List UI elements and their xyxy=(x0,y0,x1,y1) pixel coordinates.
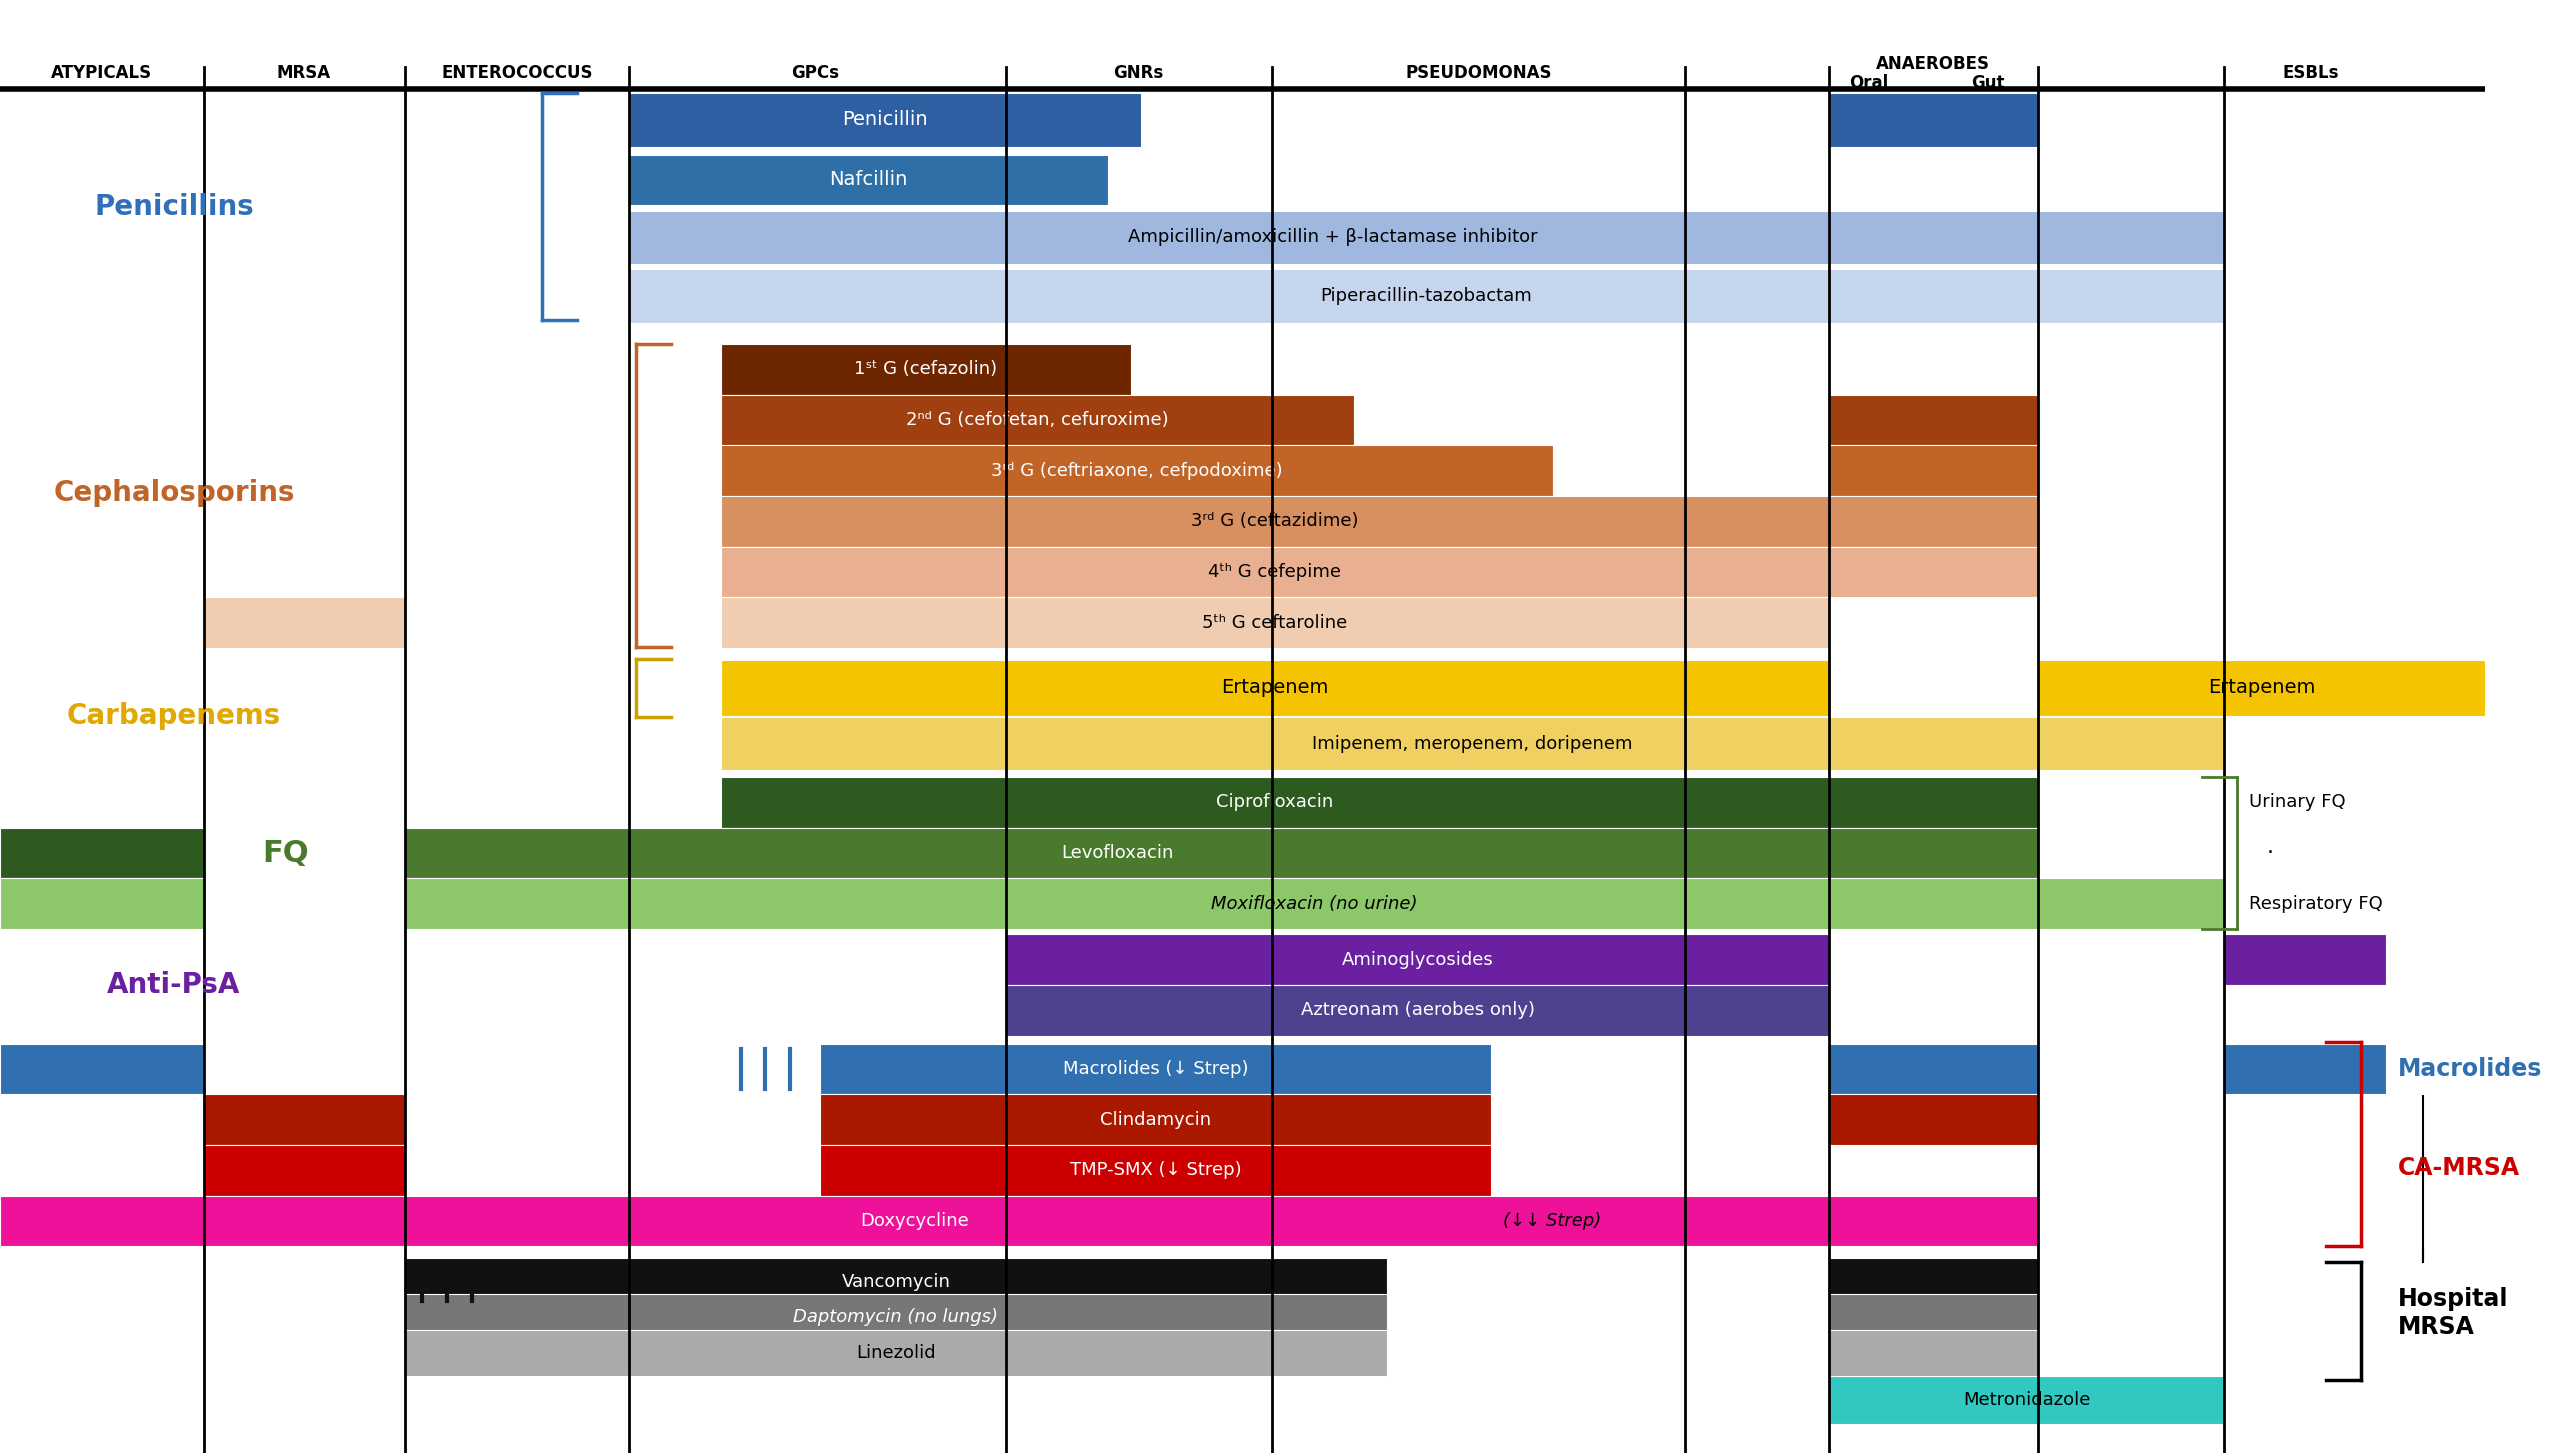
Text: TMP-SMX (↓ Strep): TMP-SMX (↓ Strep) xyxy=(1070,1161,1242,1180)
Bar xyxy=(722,445,1554,495)
Bar xyxy=(0,1196,1828,1247)
Bar xyxy=(722,597,1828,648)
Text: (↓↓ Strep): (↓↓ Strep) xyxy=(1503,1212,1603,1231)
Text: Hospital
MRSA: Hospital MRSA xyxy=(2399,1287,2509,1338)
Text: ESBLs: ESBLs xyxy=(2284,64,2340,83)
Bar xyxy=(1006,934,1828,985)
Bar xyxy=(722,777,1828,828)
Text: 3ʳᵈ G (ceftazidime): 3ʳᵈ G (ceftazidime) xyxy=(1190,513,1359,530)
Text: Penicillin: Penicillin xyxy=(842,110,927,129)
Bar xyxy=(1828,828,2038,879)
Bar xyxy=(722,495,1828,546)
Bar xyxy=(1828,1094,2038,1145)
Text: Daptomycin (no lungs): Daptomycin (no lungs) xyxy=(794,1308,998,1327)
Bar xyxy=(404,828,1828,879)
Text: Oral: Oral xyxy=(1848,74,1889,92)
Text: Moxifloxacin (no urine): Moxifloxacin (no urine) xyxy=(1211,895,1418,912)
Text: Macrolides: Macrolides xyxy=(2399,1058,2542,1081)
Text: Vancomycin: Vancomycin xyxy=(842,1273,950,1292)
Bar xyxy=(205,1145,404,1196)
Bar xyxy=(1828,1258,2038,1306)
Bar xyxy=(1828,1295,2038,1340)
Text: Respiratory FQ: Respiratory FQ xyxy=(2250,895,2383,912)
Bar xyxy=(722,344,1132,395)
Bar xyxy=(1828,1043,2038,1094)
Bar xyxy=(0,828,205,879)
Bar xyxy=(205,1094,404,1145)
Text: Gut: Gut xyxy=(1971,74,2004,92)
Text: Levofloxacin: Levofloxacin xyxy=(1060,844,1172,862)
Text: GPCs: GPCs xyxy=(791,64,840,83)
Bar xyxy=(630,154,1108,205)
Text: Nafcillin: Nafcillin xyxy=(829,170,909,189)
Text: Ertapenem: Ertapenem xyxy=(2207,679,2314,697)
Bar xyxy=(404,1331,1388,1376)
Text: ANAEROBES: ANAEROBES xyxy=(1876,55,1989,73)
Bar xyxy=(1006,985,1828,1036)
Text: Ciprofloxacin: Ciprofloxacin xyxy=(1216,793,1334,811)
Bar xyxy=(0,879,205,928)
Text: ENTEROCOCCUS: ENTEROCOCCUS xyxy=(440,64,594,83)
Bar xyxy=(1828,1331,2038,1376)
Text: Aztreonam (aerobes only): Aztreonam (aerobes only) xyxy=(1300,1001,1536,1020)
Text: GNRs: GNRs xyxy=(1114,64,1162,83)
Text: 2ⁿᵈ G (cefofetan, cefuroxime): 2ⁿᵈ G (cefofetan, cefuroxime) xyxy=(906,411,1170,429)
Text: Cephalosporins: Cephalosporins xyxy=(54,479,294,507)
Bar xyxy=(1828,1196,2038,1247)
Text: 3ʳᵈ G (ceftriaxone, cefpodoxime): 3ʳᵈ G (ceftriaxone, cefpodoxime) xyxy=(991,462,1283,479)
Bar xyxy=(0,1043,205,1094)
Text: Piperacillin-tazobactam: Piperacillin-tazobactam xyxy=(1321,286,1533,305)
Bar xyxy=(1828,211,2038,264)
Bar xyxy=(722,660,1828,716)
Bar xyxy=(2225,934,2386,985)
Text: Metronidazole: Metronidazole xyxy=(1964,1391,2092,1408)
Bar xyxy=(630,269,2225,323)
Text: Ampicillin/amoxicillin + β-lactamase inhibitor: Ampicillin/amoxicillin + β-lactamase inh… xyxy=(1129,228,1539,246)
Bar xyxy=(722,718,2225,770)
Text: Ertapenem: Ertapenem xyxy=(1221,679,1329,697)
Bar xyxy=(404,879,2225,928)
Text: CA-MRSA: CA-MRSA xyxy=(2399,1155,2519,1180)
Bar xyxy=(630,93,1142,147)
Text: Imipenem, meropenem, doripenem: Imipenem, meropenem, doripenem xyxy=(1313,735,1633,753)
Bar xyxy=(1828,445,2038,495)
Bar xyxy=(1828,495,2038,546)
Bar xyxy=(819,1043,1490,1094)
Text: MRSA: MRSA xyxy=(276,64,330,83)
Text: Carbapenems: Carbapenems xyxy=(67,702,282,729)
Bar xyxy=(630,211,2038,264)
Text: 4ᵗʰ G cefepime: 4ᵗʰ G cefepime xyxy=(1208,562,1341,581)
Bar xyxy=(1828,395,2038,445)
Bar xyxy=(1828,777,2038,828)
Text: FQ: FQ xyxy=(264,838,310,867)
Text: ·: · xyxy=(2266,843,2273,863)
Text: Urinary FQ: Urinary FQ xyxy=(2250,793,2345,811)
Text: Linezolid: Linezolid xyxy=(855,1344,934,1361)
Bar xyxy=(404,1258,1388,1306)
Bar xyxy=(1828,546,2038,597)
Bar xyxy=(404,1295,1388,1340)
Text: 5ᵗʰ G ceftaroline: 5ᵗʰ G ceftaroline xyxy=(1203,613,1347,632)
Bar xyxy=(205,1196,404,1247)
Text: Macrolides (↓ Strep): Macrolides (↓ Strep) xyxy=(1062,1061,1249,1078)
Text: 1ˢᵗ G (cefazolin): 1ˢᵗ G (cefazolin) xyxy=(855,360,998,378)
Bar xyxy=(205,597,404,648)
Bar xyxy=(0,1196,205,1247)
Bar xyxy=(1828,93,2038,147)
Bar xyxy=(819,1094,1490,1145)
Bar xyxy=(2038,660,2486,716)
Bar xyxy=(1828,1376,2225,1424)
Bar xyxy=(819,1145,1490,1196)
Bar xyxy=(2225,1043,2386,1094)
Text: Doxycycline: Doxycycline xyxy=(860,1212,968,1231)
Text: Clindamycin: Clindamycin xyxy=(1101,1110,1211,1129)
Text: PSEUDOMONAS: PSEUDOMONAS xyxy=(1405,64,1551,83)
Bar xyxy=(1828,211,2225,264)
Bar xyxy=(722,395,1354,445)
Text: Penicillins: Penicillins xyxy=(95,193,253,221)
Text: Aminoglycosides: Aminoglycosides xyxy=(1341,950,1492,969)
Text: Anti-PsA: Anti-PsA xyxy=(108,971,241,1000)
Bar xyxy=(722,546,1828,597)
Text: ATYPICALS: ATYPICALS xyxy=(51,64,154,83)
